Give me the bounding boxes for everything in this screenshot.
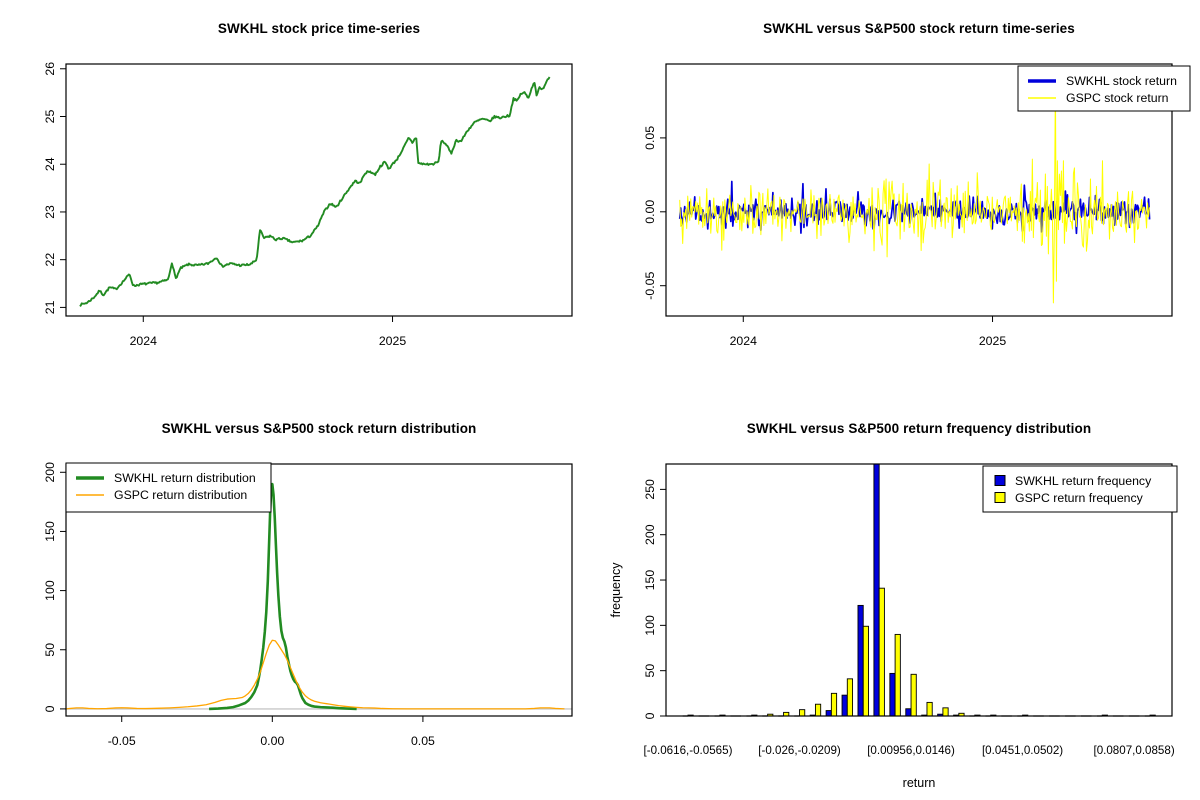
panel-return-frequency: SWKHL versus S&P500 return frequency dis… <box>600 400 1200 800</box>
svg-text:21: 21 <box>43 300 57 314</box>
svg-text:24: 24 <box>43 157 57 171</box>
svg-text:0.05: 0.05 <box>643 126 657 150</box>
svg-text:-0.05: -0.05 <box>643 272 657 300</box>
svg-text:150: 150 <box>643 570 657 591</box>
svg-text:250: 250 <box>643 479 657 500</box>
panel-return-distribution: SWKHL versus S&P500 stock return distrib… <box>0 400 600 800</box>
svg-text:[0.0451,0.0502): [0.0451,0.0502) <box>982 744 1063 757</box>
svg-text:GSPC return frequency: GSPC return frequency <box>1015 491 1144 505</box>
svg-text:0.00: 0.00 <box>260 734 284 748</box>
svg-text:[-0.026,-0.0209): [-0.026,-0.0209) <box>758 744 841 757</box>
frequency-chart-title: SWKHL versus S&P500 return frequency dis… <box>746 421 1092 436</box>
svg-text:return: return <box>903 776 936 790</box>
svg-text:0.00: 0.00 <box>643 200 657 224</box>
svg-text:frequency: frequency <box>609 562 623 618</box>
svg-text:2024: 2024 <box>730 334 758 348</box>
svg-text:GSPC stock return: GSPC stock return <box>1066 91 1169 105</box>
svg-text:50: 50 <box>43 643 57 657</box>
svg-text:-0.05: -0.05 <box>108 734 136 748</box>
svg-text:100: 100 <box>643 615 657 636</box>
svg-text:200: 200 <box>643 524 657 545</box>
svg-text:2024: 2024 <box>130 334 158 348</box>
svg-text:SWKHL return distribution: SWKHL return distribution <box>114 471 256 485</box>
return-chart-canvas: 2024 2025 -0.05 0.00 0.05 SWKHL stock return G… <box>643 63 1191 348</box>
svg-text:SWKHL return frequency: SWKHL return frequency <box>1015 474 1152 488</box>
svg-text:23: 23 <box>43 205 57 219</box>
svg-text:26: 26 <box>43 62 57 76</box>
svg-text:25: 25 <box>43 110 57 124</box>
distribution-chart-canvas: -0.05 0.00 0.05 0 50 100 150 200 SWKHL return di… <box>43 462 573 748</box>
svg-text:2025: 2025 <box>379 334 407 348</box>
svg-text:200: 200 <box>43 462 57 483</box>
svg-text:[0.0807,0.0858): [0.0807,0.0858) <box>1093 744 1174 757</box>
svg-text:[0.00956,0.0146): [0.00956,0.0146) <box>867 744 955 757</box>
svg-text:0: 0 <box>43 705 57 712</box>
svg-text:0: 0 <box>643 712 657 719</box>
return-chart-title: SWKHL versus S&P500 stock return time-se… <box>763 21 1075 36</box>
frequency-chart-canvas: [-0.0616,-0.0565) [-0.026,-0.0209) [0.0095… <box>609 463 1178 790</box>
svg-text:50: 50 <box>643 664 657 678</box>
distribution-chart-title: SWKHL versus S&P500 stock return distrib… <box>161 421 477 436</box>
price-chart-title: SWKHL stock price time-series <box>217 21 421 36</box>
svg-text:2025: 2025 <box>979 334 1007 348</box>
price-chart-canvas: 2024 2025 21 22 23 24 25 26 <box>43 62 573 348</box>
panel-return-timeseries: SWKHL versus S&P500 stock return time-se… <box>600 0 1200 400</box>
svg-text:150: 150 <box>43 521 57 542</box>
svg-text:SWKHL stock return: SWKHL stock return <box>1066 74 1177 88</box>
svg-text:100: 100 <box>43 580 57 601</box>
panel-price-timeseries: SWKHL stock price time-series 2024 2025 21… <box>0 0 600 400</box>
svg-text:22: 22 <box>43 253 57 267</box>
svg-text:0.05: 0.05 <box>411 734 435 748</box>
svg-text:GSPC return distribution: GSPC return distribution <box>114 488 247 502</box>
svg-text:[-0.0616,-0.0565): [-0.0616,-0.0565) <box>643 744 732 757</box>
